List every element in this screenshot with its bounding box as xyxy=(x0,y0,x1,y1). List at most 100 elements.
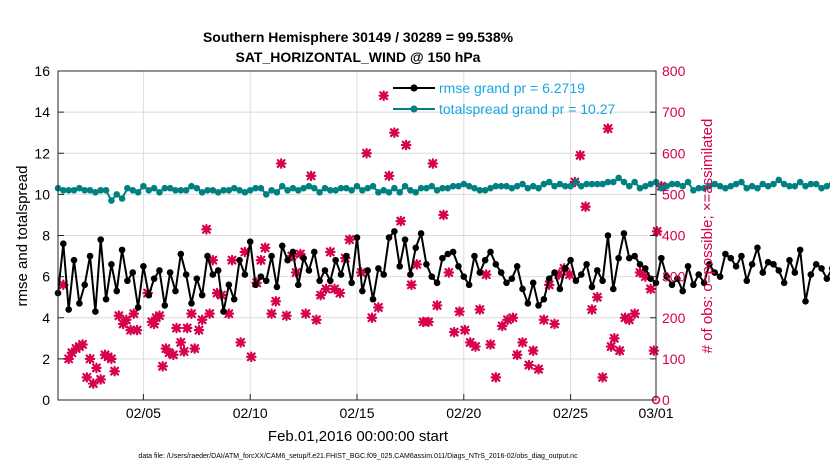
totalspread-point xyxy=(102,186,110,194)
totalspread-point xyxy=(807,180,815,188)
y-axis-label: rmse and totalspread xyxy=(14,166,31,307)
y-tick-label: 14 xyxy=(34,104,50,120)
obs-assimilated-marker xyxy=(204,308,215,319)
totalspread-point xyxy=(220,186,227,194)
rmse-point xyxy=(706,260,713,268)
obs-assimilated-marker xyxy=(406,279,417,291)
totalspread-point xyxy=(284,186,291,194)
obs-assimilated-marker xyxy=(259,242,271,254)
totalspread-point xyxy=(551,182,558,190)
obs-assimilated-marker xyxy=(189,343,200,354)
obs-assimilated-marker xyxy=(619,312,631,324)
rmse-point xyxy=(471,252,478,260)
rmse-point xyxy=(823,275,830,282)
obs-assimilated-marker xyxy=(527,345,539,356)
x-axis-label: Feb.01,2016 00:00:00 start xyxy=(268,428,449,445)
obs-assimilated-marker xyxy=(640,271,651,282)
rmse-point xyxy=(108,260,115,268)
obs-assimilated-marker xyxy=(417,316,429,328)
rmse-point xyxy=(556,285,564,293)
obs-assimilated-marker xyxy=(609,333,620,344)
totalspread-point xyxy=(732,180,740,188)
rmse-point xyxy=(348,279,355,287)
rmse-point xyxy=(145,291,153,299)
obs-assimilated-marker xyxy=(634,267,646,278)
totalspread-point xyxy=(818,184,825,192)
rmse-point xyxy=(401,236,409,243)
obs-assimilated-marker xyxy=(533,363,544,375)
totalspread-point xyxy=(134,189,142,196)
obs-assimilated-marker xyxy=(597,372,608,383)
rmse-point xyxy=(86,252,94,260)
rmse-point xyxy=(321,267,329,274)
rmse-point xyxy=(113,287,121,295)
rmse-point xyxy=(497,269,505,276)
totalspread-point xyxy=(764,182,772,190)
rmse-point xyxy=(241,271,249,278)
rmse-point xyxy=(449,248,457,256)
totalspread-point xyxy=(497,182,505,190)
rmse-point xyxy=(684,263,692,270)
totalspread-point xyxy=(204,186,211,194)
legend: rmse grand pr = 6.2719 totalspread grand… xyxy=(393,80,616,117)
obs-assimilated-marker xyxy=(427,158,439,169)
totalspread-point xyxy=(428,182,436,190)
obs-assimilated-marker xyxy=(201,224,212,235)
rmse-point xyxy=(209,271,217,278)
totalspread-point xyxy=(433,186,441,194)
rmse-point xyxy=(572,277,580,285)
rmse-point xyxy=(732,263,740,270)
obs-assimilated-marker xyxy=(648,345,660,356)
totalspread-point xyxy=(786,182,793,190)
y-tick-label: 10 xyxy=(34,186,50,202)
obs-assimilated-marker xyxy=(211,287,223,299)
obs-assimilated-marker xyxy=(395,215,407,227)
y-right-tick-label: 500 xyxy=(662,186,686,202)
obs-assimilated-marker xyxy=(645,283,656,295)
totalspread-point xyxy=(663,182,670,190)
obs-assimilated-marker xyxy=(311,314,322,326)
obs-assimilated-marker xyxy=(266,308,277,319)
rmse-point xyxy=(310,248,318,256)
totalspread-point xyxy=(545,178,553,186)
obs-assimilated-marker xyxy=(389,127,400,138)
totalspread-point xyxy=(711,180,719,188)
obs-assimilated-marker xyxy=(454,306,465,317)
rmse-point xyxy=(327,277,334,285)
obs-assimilated-marker xyxy=(157,360,168,372)
totalspread-point xyxy=(668,180,676,188)
obs-assimilated-marker xyxy=(602,123,614,134)
obs-assimilated-marker xyxy=(63,353,74,365)
rmse-point xyxy=(423,260,430,268)
rmse-point xyxy=(316,277,323,285)
obs-assimilated-marker xyxy=(423,316,434,328)
obs-assimilated-marker xyxy=(255,254,267,266)
chart-subtitle: SAT_HORIZONTAL_WIND @ 150 hPa xyxy=(236,49,481,65)
rmse-point xyxy=(369,295,377,303)
totalspread-point xyxy=(369,182,377,190)
obs-assimilated-marker xyxy=(154,310,165,321)
rmse-point xyxy=(444,250,452,258)
rmse-point xyxy=(503,279,510,287)
totalspread-point xyxy=(449,182,457,190)
totalspread-point xyxy=(593,180,601,188)
obs-assimilated-marker xyxy=(378,90,389,101)
totalspread-point xyxy=(695,184,703,192)
totalspread-point xyxy=(407,186,414,194)
rmse-point xyxy=(716,273,724,280)
totalspread-point xyxy=(604,178,612,186)
totalspread-point xyxy=(583,180,590,188)
obs-assimilated-marker xyxy=(193,324,205,336)
totalspread-point xyxy=(294,186,302,194)
totalspread-point xyxy=(647,180,654,188)
totalspread-point xyxy=(332,186,339,194)
rmse-point xyxy=(770,260,777,268)
totalspread-point xyxy=(812,180,820,188)
totalspread-point xyxy=(161,184,169,192)
totalspread-point xyxy=(674,180,681,188)
rmse-point xyxy=(172,287,179,295)
obs-assimilated-marker xyxy=(66,347,78,359)
obs-assimilated-marker xyxy=(586,304,598,315)
totalspread-point xyxy=(492,182,500,190)
rmse-point xyxy=(615,254,622,262)
